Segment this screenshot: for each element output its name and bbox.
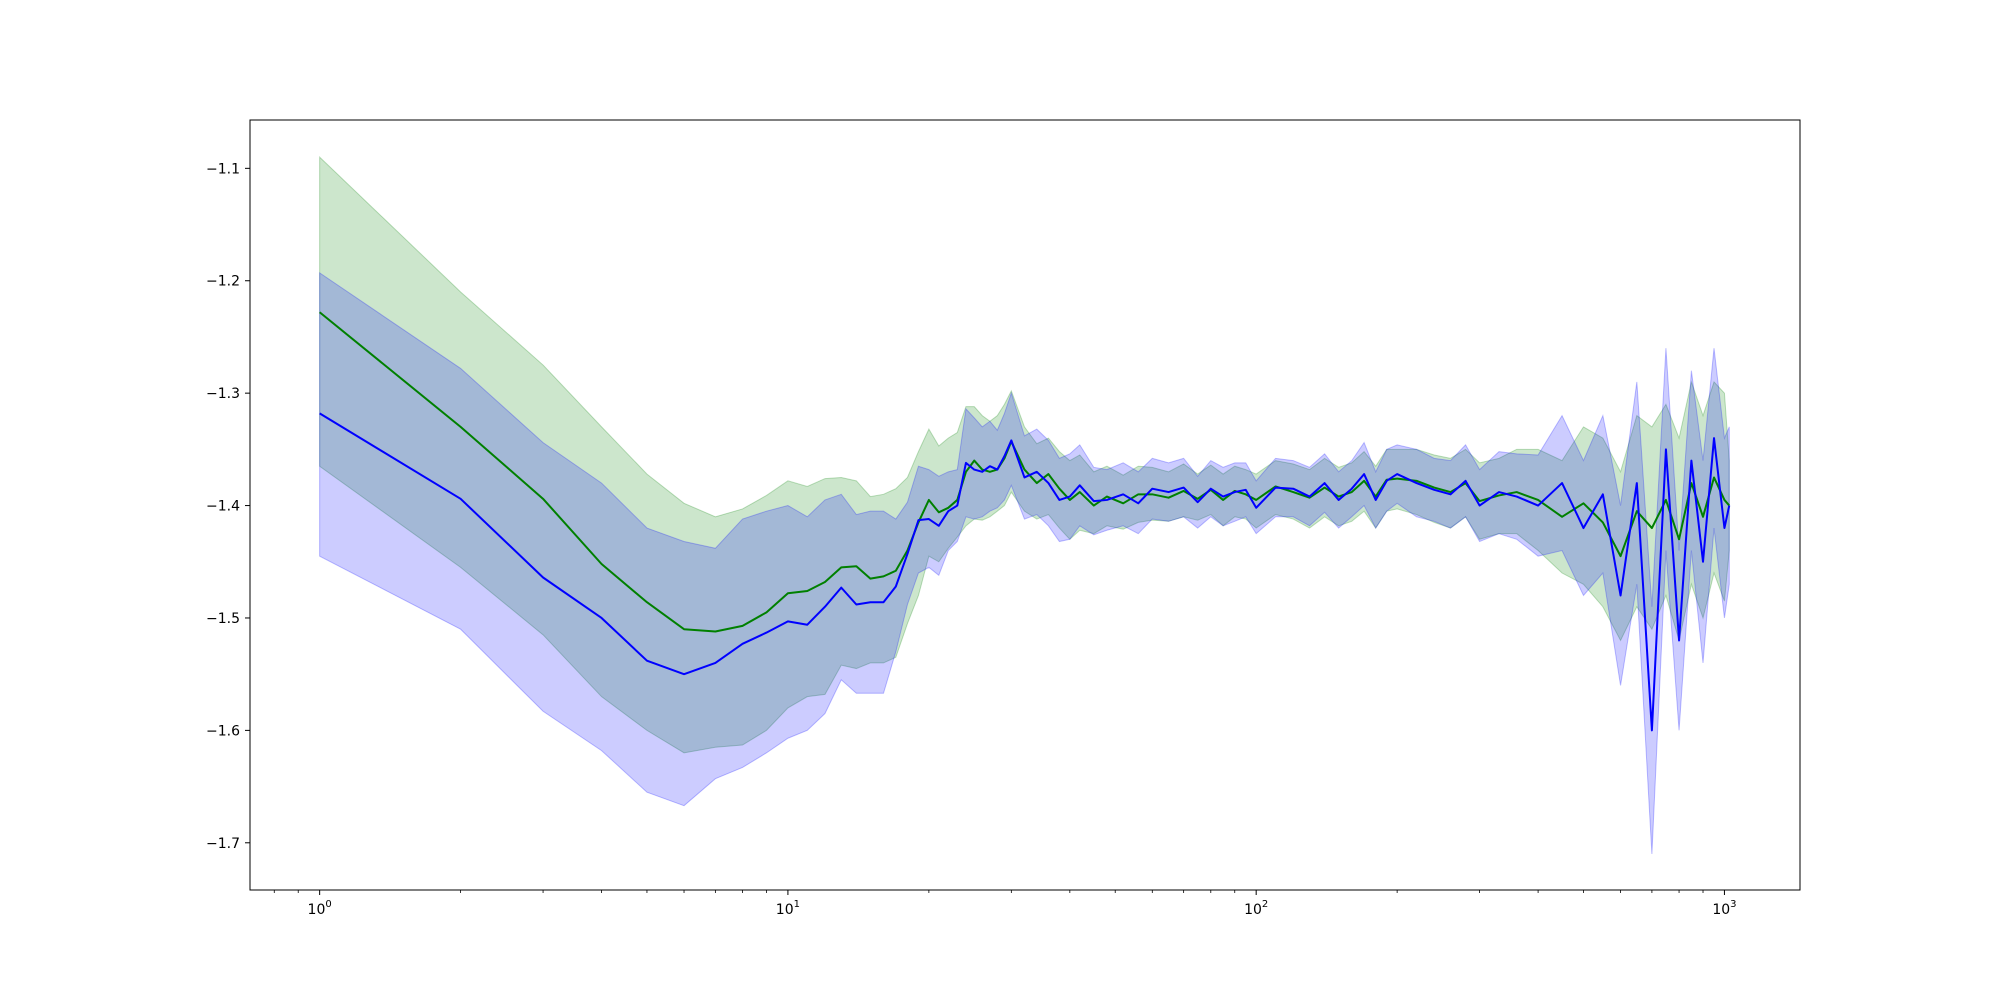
x-axis: 100 101 102 103 bbox=[273, 890, 1737, 918]
x-tick-label: 100 bbox=[308, 899, 332, 918]
confidence-band-2 bbox=[319, 271, 1730, 855]
y-tick-label: −1.6 bbox=[206, 723, 240, 739]
y-tick-label: −1.4 bbox=[206, 499, 240, 515]
series-line-1 bbox=[319, 311, 1731, 633]
y-axis: −1.1 −1.2 −1.3 −1.4 −1.5 −1.6 −1.7 bbox=[206, 161, 250, 852]
axes-frame bbox=[249, 119, 1801, 891]
y-tick-label: −1.5 bbox=[206, 611, 240, 627]
confidence-band-1 bbox=[319, 155, 1730, 754]
plot-area bbox=[319, 155, 1731, 855]
x-tick-label: 103 bbox=[1712, 899, 1736, 918]
x-tick-label: 102 bbox=[1244, 899, 1268, 918]
y-tick-label: −1.1 bbox=[206, 161, 240, 177]
x-tick-label: 101 bbox=[776, 899, 800, 918]
y-tick-label: −1.2 bbox=[206, 274, 240, 290]
y-tick-label: −1.7 bbox=[206, 836, 240, 852]
series-line-2 bbox=[319, 412, 1731, 732]
y-tick-label: −1.3 bbox=[206, 386, 240, 402]
